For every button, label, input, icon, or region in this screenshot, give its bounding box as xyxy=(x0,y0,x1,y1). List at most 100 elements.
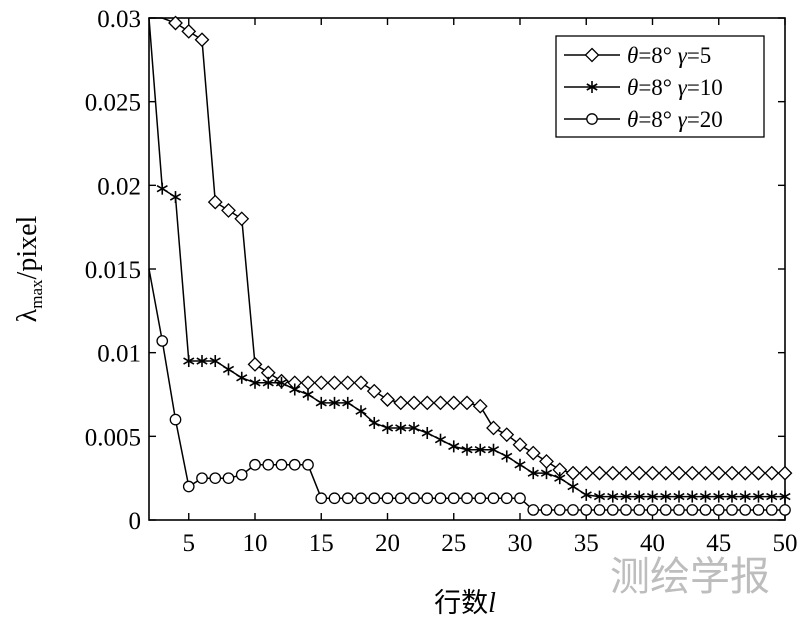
circle-marker xyxy=(381,492,394,505)
asterisk-marker xyxy=(752,490,765,503)
diamond-marker xyxy=(459,395,475,411)
circle-marker xyxy=(262,458,275,471)
y-axis-title-subscript: max xyxy=(27,279,46,309)
diamond-marker xyxy=(472,398,488,414)
diamond-marker xyxy=(446,395,462,411)
legend-entry: θ=8° γ=10 xyxy=(564,75,723,100)
circle-marker xyxy=(341,492,354,505)
asterisk-marker xyxy=(779,490,791,503)
circle-marker xyxy=(156,335,169,347)
asterisk-marker xyxy=(726,490,738,503)
asterisk-marker xyxy=(580,488,592,501)
diamond-marker xyxy=(737,465,753,481)
asterisk-marker xyxy=(567,480,579,493)
circle-marker xyxy=(315,492,328,505)
diamond-marker xyxy=(764,465,780,481)
diamond-marker xyxy=(605,465,621,481)
circle-marker xyxy=(461,492,473,505)
circle-marker xyxy=(196,472,208,485)
circle-marker xyxy=(646,504,659,516)
circle-marker xyxy=(169,413,182,426)
diamond-marker xyxy=(698,465,713,481)
y-tick-label: 0 xyxy=(129,508,142,535)
y-tick-label: 0.01 xyxy=(97,341,141,368)
diamond-marker xyxy=(751,465,766,481)
asterisk-marker xyxy=(699,490,712,503)
circle-marker xyxy=(580,504,593,516)
circle-marker xyxy=(447,492,460,505)
series-diamond xyxy=(149,15,793,481)
asterisk-marker xyxy=(342,396,354,409)
circle-marker xyxy=(514,492,526,505)
circle-marker xyxy=(235,468,248,481)
asterisk-marker xyxy=(434,433,447,446)
asterisk-marker xyxy=(448,440,460,453)
circle-marker xyxy=(182,480,195,493)
x-tick-label: 40 xyxy=(640,530,665,557)
diamond-marker xyxy=(512,437,528,453)
asterisk-marker xyxy=(315,396,327,409)
diamond-marker xyxy=(631,465,647,481)
asterisk-marker xyxy=(222,363,235,376)
asterisk-marker xyxy=(421,426,433,439)
legend-label: θ=8° γ=10 xyxy=(627,75,723,100)
asterisk-marker xyxy=(408,421,420,434)
asterisk-marker xyxy=(249,376,261,389)
diamond-marker xyxy=(393,395,409,411)
circle-marker xyxy=(752,504,765,516)
y-tick-label: 0.005 xyxy=(85,424,141,451)
diamond-marker xyxy=(234,211,250,227)
circle-marker xyxy=(739,504,752,516)
circle-marker xyxy=(222,472,235,485)
series-circle xyxy=(148,268,791,516)
diamond-marker xyxy=(181,23,197,39)
circle-marker xyxy=(779,504,791,516)
circle-marker xyxy=(408,492,420,505)
circle-marker xyxy=(606,504,619,516)
circle-marker xyxy=(659,504,672,516)
diamond-marker xyxy=(313,375,329,391)
diamond-marker xyxy=(419,395,435,411)
diamond-marker xyxy=(711,465,727,481)
circle-marker xyxy=(712,504,725,516)
legend-entry: θ=8° γ=20 xyxy=(564,107,723,132)
circle-marker xyxy=(765,504,778,516)
asterisk-marker xyxy=(196,355,208,368)
asterisk-marker xyxy=(633,490,645,503)
x-axis-title-variable: l xyxy=(488,588,496,619)
asterisk-marker xyxy=(686,490,698,503)
asterisk-marker xyxy=(169,191,182,204)
y-tick-label: 0.025 xyxy=(85,90,141,117)
circle-marker xyxy=(288,458,301,471)
diamond-marker xyxy=(486,420,501,436)
asterisk-marker xyxy=(368,416,380,429)
diamond-marker xyxy=(247,356,263,372)
diamond-marker xyxy=(366,383,382,399)
asterisk-marker xyxy=(501,450,513,463)
y-axis: 0 0.005 0.01 0.015 0.02 0.025 0.03 xyxy=(85,6,785,535)
asterisk-marker xyxy=(487,443,500,456)
x-tick-label: 10 xyxy=(243,530,268,557)
asterisk-marker xyxy=(395,421,407,434)
y-axis-title-symbol: λ xyxy=(12,308,43,322)
diamond-marker xyxy=(380,392,395,407)
asterisk-marker xyxy=(554,472,566,485)
circle-marker xyxy=(474,492,487,505)
asterisk-marker xyxy=(620,490,632,503)
circle-marker xyxy=(726,504,738,516)
asterisk-marker xyxy=(593,490,606,503)
circle-marker xyxy=(567,504,579,516)
asterisk-marker xyxy=(474,443,486,456)
diamond-marker xyxy=(327,375,342,391)
series-asterisk xyxy=(148,17,791,503)
circle-marker xyxy=(209,472,222,485)
circle-marker xyxy=(302,458,314,471)
diamond-marker xyxy=(168,15,183,31)
circle-marker xyxy=(527,504,540,516)
x-axis-title-text: 行数 xyxy=(434,588,488,619)
circle-marker xyxy=(500,492,513,505)
watermark-text: 测绘学报 xyxy=(610,554,770,600)
circle-marker xyxy=(553,504,566,516)
diamond-marker xyxy=(671,465,687,481)
